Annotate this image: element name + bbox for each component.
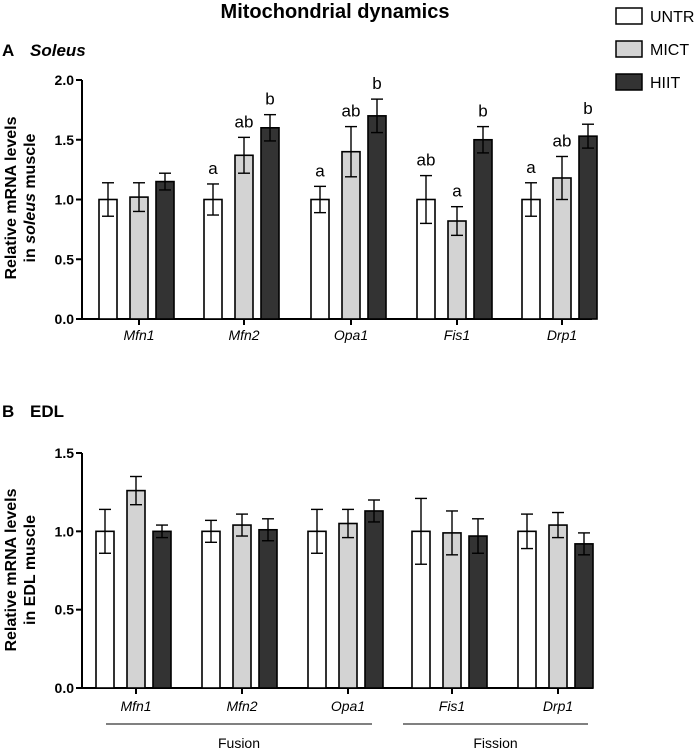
legend-label-mict: MICT [650, 42, 689, 59]
panel-a-category-label-opa1: Opa1 [334, 327, 368, 343]
panel-a-bar-mfn2-mict [234, 154, 254, 320]
panel-b: B EDL Relative mRNA levels in EDL muscle… [2, 402, 594, 750]
panel-b-y-tick-label: 0.0 [55, 680, 75, 696]
panel-a: A Soleus Relative mRNA levels in soleus … [2, 41, 598, 343]
panel-a-sig-label-mfn2-hiit: b [265, 90, 274, 109]
panel-b-bar-mfn2-hiit [258, 528, 278, 689]
panel-b-y-tick-label: 0.5 [55, 602, 75, 618]
panel-a-sig-label-opa1-mict: ab [342, 102, 361, 121]
panel-a-bar-mfn1-hiit [155, 180, 175, 320]
panel-a-sig-label-opa1-untr: a [315, 161, 325, 180]
legend-item-untr: UNTR [615, 7, 694, 26]
panel-a-bar-fis1-hiit [473, 138, 493, 320]
legend-swatch-untr [615, 7, 643, 25]
panel-b-bar-opa1-hiit [364, 510, 384, 689]
panel-b-name: EDL [30, 402, 64, 421]
panel-a-bar-drp1-untr [521, 198, 541, 320]
panel-a-sig-label-mfn2-mict: ab [235, 112, 254, 131]
panel-a-sig-label-drp1-untr: a [526, 158, 536, 177]
panel-a-sig-label-fis1-untr: ab [417, 151, 436, 170]
panel-a-bar-opa1-untr [310, 198, 330, 320]
panel-a-name: Soleus [30, 41, 86, 60]
panel-b-bar-mfn2-untr [201, 530, 221, 689]
panel-b-bar-opa1-untr [307, 530, 327, 689]
panel-a-ylabel-line2: in soleus muscle [22, 133, 39, 262]
panel-b-plot: 0.0 0.5 1.0 1.5 Mfn1 Mfn2 Opa1 Fis1 Drp1 Fusion Fi… [55, 445, 594, 750]
panel-a-bar-mfn2-hiit [260, 127, 280, 320]
panel-b-bar-fis1-mict [442, 532, 462, 689]
legend-item-hiit: HIIT [615, 73, 680, 92]
panel-a-ylabel-line2-italic: soleus [22, 193, 39, 244]
panel-b-category-label-opa1: Opa1 [331, 698, 365, 714]
panel-b-bar-drp1-mict [548, 524, 568, 689]
panel-a-sig-label-mfn2-untr: a [208, 159, 218, 178]
panel-b-bar-drp1-hiit [574, 543, 594, 689]
panel-a-y-tick-label: 2.0 [55, 72, 75, 88]
panel-a-category-label-drp1: Drp1 [547, 327, 577, 343]
panel-a-ylabel-line1: Relative mRNA levels [3, 116, 20, 279]
figure-title: Mitochondrial dynamics [221, 1, 450, 23]
panel-a-y-tick-label: 1.0 [55, 192, 75, 208]
legend-item-mict: MICT [615, 40, 689, 59]
panel-b-y-tick-label: 1.5 [55, 445, 75, 461]
panel-a-category-label-fis1: Fis1 [444, 327, 470, 343]
panel-a-plot: 0.00.51.01.52.0Mfn1aabbMfn2aabbOpa1ababF… [55, 72, 598, 343]
panel-a-letter: A [2, 41, 14, 60]
panel-a-bar-mfn1-mict [129, 196, 149, 320]
panel-a-sig-label-fis1-mict: a [452, 182, 462, 201]
panel-a-sig-label-drp1-mict: ab [553, 131, 572, 150]
panel-a-y-tick-label: 0.5 [55, 251, 75, 267]
panel-b-bar-mfn1-untr [95, 530, 115, 689]
panel-b-bar-opa1-mict [338, 522, 358, 689]
panel-a-ylabel-line2-prefix: in [22, 244, 39, 263]
panel-b-group-label-fusion: Fusion [218, 735, 260, 750]
panel-a-y-tick-label: 0.0 [55, 311, 75, 327]
panel-a-category-label-mfn1: Mfn1 [123, 327, 154, 343]
legend-label-untr: UNTR [650, 9, 694, 26]
panel-a-bar-opa1-hiit [367, 115, 387, 320]
panel-b-group-label-fission: Fission [473, 735, 517, 750]
panel-b-category-label-fis1: Fis1 [439, 698, 465, 714]
panel-a-bar-mfn2-untr [203, 198, 223, 320]
panel-a-ylabel-line2-suffix: muscle [22, 133, 39, 193]
panel-a-bar-drp1-hiit [578, 135, 598, 320]
panel-b-bar-mfn1-hiit [152, 530, 172, 689]
panel-b-ylabel-line1: Relative mRNA levels [3, 488, 20, 651]
panel-a-y-tick-label: 1.5 [55, 132, 75, 148]
panel-a-sig-label-opa1-hiit: b [372, 74, 381, 93]
panel-b-category-label-mfn2: Mfn2 [226, 698, 257, 714]
panel-b-category-label-mfn1: Mfn1 [120, 698, 151, 714]
panel-b-letter: B [2, 402, 14, 421]
panel-b-y-tick-label: 1.0 [55, 523, 75, 539]
panel-b-category-label-drp1: Drp1 [543, 698, 573, 714]
legend: UNTR MICT HIIT [615, 7, 694, 92]
panel-b-ylabel-line2: in EDL muscle [22, 515, 39, 625]
panel-b-bar-drp1-untr [517, 530, 537, 689]
legend-label-hiit: HIIT [650, 75, 680, 92]
panel-b-bar-fis1-hiit [468, 535, 488, 689]
panel-b-bar-mfn2-mict [232, 524, 252, 689]
panel-b-bar-mfn1-mict [126, 489, 146, 689]
panel-a-sig-label-drp1-hiit: b [583, 99, 592, 118]
legend-swatch-mict [615, 40, 643, 58]
legend-swatch-hiit [615, 73, 643, 91]
panel-a-bar-mfn1-untr [98, 198, 118, 320]
panel-a-sig-label-fis1-hiit: b [478, 102, 487, 121]
panel-a-category-label-mfn2: Mfn2 [228, 327, 259, 343]
